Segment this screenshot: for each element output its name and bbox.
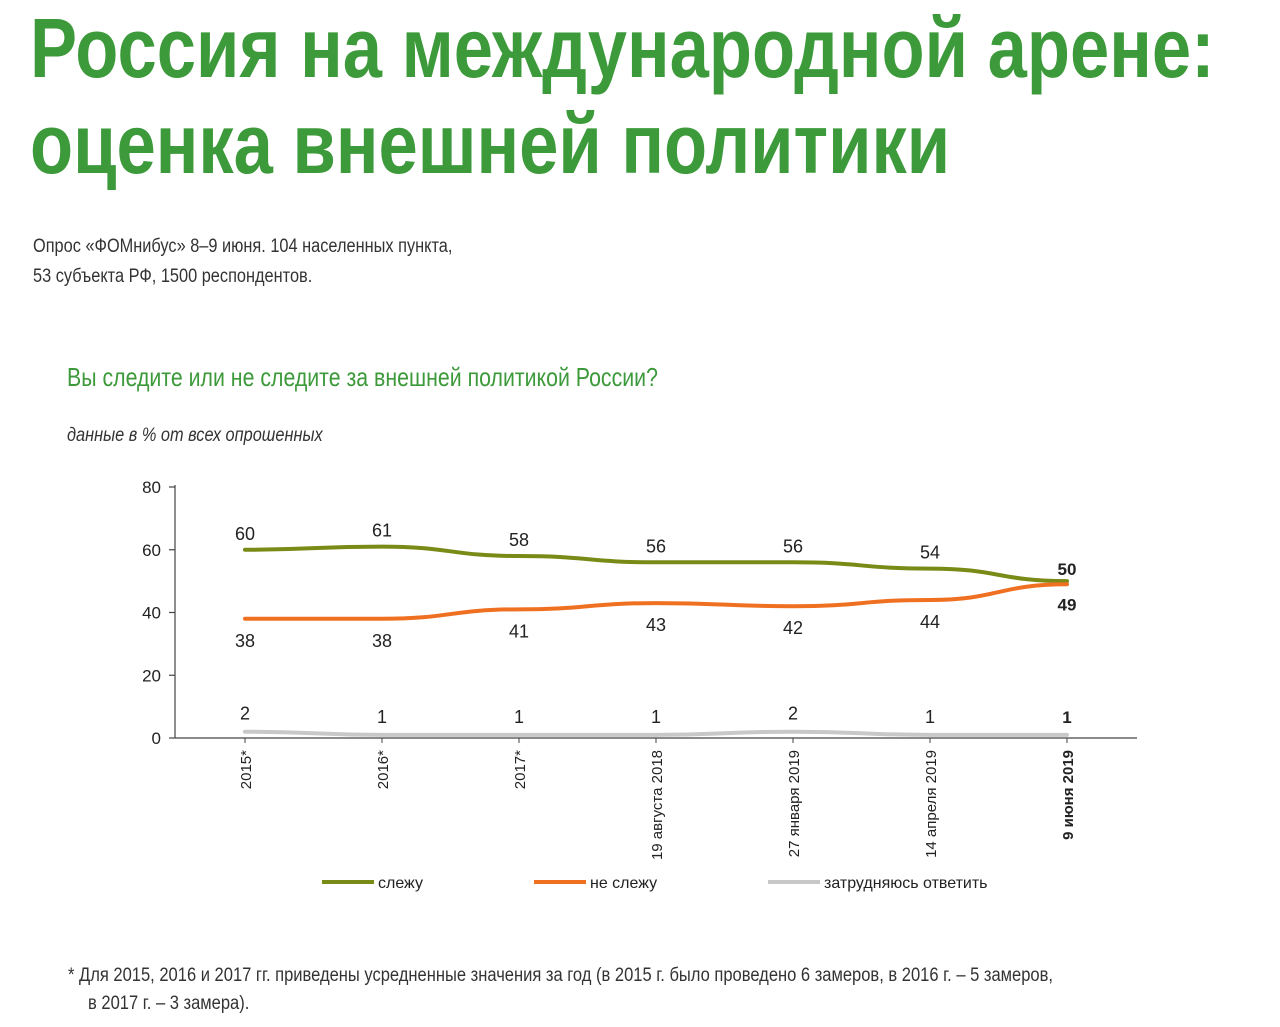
legend-label: не слежу (590, 875, 657, 892)
x-tick-label: 9 июня 2019 (1060, 750, 1077, 840)
series-line-1 (243, 544, 1069, 584)
x-tick-label: 27 января 2019 (786, 750, 803, 857)
legend-label: слежу (378, 875, 423, 892)
data-label: 60 (235, 524, 255, 544)
data-label: 1 (925, 707, 935, 727)
x-tick-label: 19 августа 2018 (649, 750, 666, 860)
data-label: 41 (509, 621, 529, 641)
chart-subtitle: данные в % от всех опрошенных (67, 425, 323, 446)
data-label: 50 (1058, 560, 1077, 579)
data-label: 1 (1062, 708, 1071, 727)
y-tick-label: 80 (142, 478, 161, 497)
footnote-line1: * Для 2015, 2016 и 2017 гг. приведены ус… (68, 965, 1053, 986)
page-title: Россия на международной арене: оценка вн… (30, 0, 1215, 192)
x-tick-label: 2017* (512, 750, 529, 789)
x-tick-label: 2015* (238, 750, 255, 789)
y-tick-label: 20 (142, 666, 161, 685)
survey-info-line1: Опрос «ФОМнибус» 8–9 июня. 104 населенны… (33, 236, 453, 257)
data-label: 38 (235, 631, 255, 651)
data-label: 1 (514, 707, 524, 727)
data-label: 49 (1058, 595, 1077, 614)
data-label: 1 (651, 707, 661, 727)
data-label: 43 (646, 615, 666, 635)
data-label: 61 (372, 521, 392, 541)
y-tick-label: 0 (152, 729, 161, 748)
series-line-2 (243, 582, 1069, 621)
y-tick-label: 40 (142, 604, 161, 623)
data-label: 2 (788, 704, 798, 724)
data-label: 58 (509, 530, 529, 550)
data-label: 54 (920, 543, 940, 563)
chart-title: Вы следите или не следите за внешней пол… (67, 362, 658, 392)
data-label: 1 (377, 707, 387, 727)
data-label: 2 (240, 704, 250, 724)
page-title-line1: Россия на международной арене: (30, 1, 1215, 95)
survey-info-line2: 53 субъекта РФ, 1500 респондентов. (33, 266, 313, 287)
footnote-line2: в 2017 г. – 3 замера). (88, 993, 250, 1014)
data-label: 56 (783, 536, 803, 556)
legend-label: затрудняюсь ответить (824, 875, 988, 892)
data-label: 56 (646, 536, 666, 556)
y-tick-label: 60 (142, 541, 161, 560)
x-tick-label: 14 апреля 2019 (923, 750, 940, 858)
x-tick-label: 2016* (375, 750, 392, 789)
data-label: 44 (920, 612, 940, 632)
series-line-3 (243, 729, 1069, 737)
data-label: 38 (372, 631, 392, 651)
footnote: * Для 2015, 2016 и 2017 гг. приведены ус… (68, 962, 1095, 1018)
data-label: 42 (783, 618, 803, 638)
line-chart: 0 20 40 60 80 2015* 2016* 2017* 19 августа 2018 2… (142, 478, 1137, 892)
survey-info: Опрос «ФОМнибус» 8–9 июня. 104 населенны… (33, 232, 635, 292)
page-title-line2: оценка внешней политики (30, 97, 951, 191)
